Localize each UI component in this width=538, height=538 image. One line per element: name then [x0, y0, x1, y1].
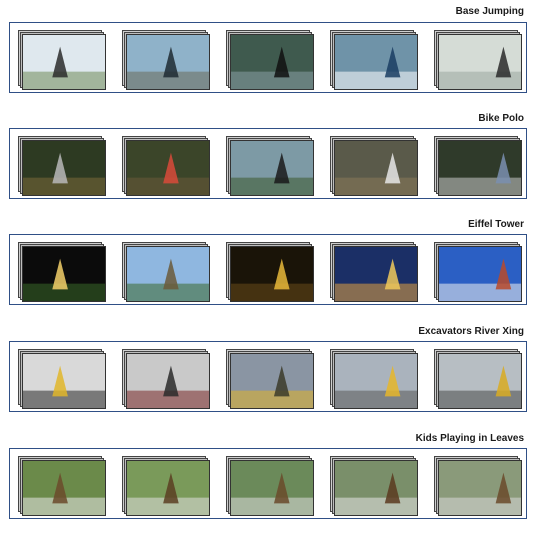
video-thumbnail[interactable] — [122, 30, 210, 90]
video-frame-image — [334, 353, 418, 409]
video-thumbnail[interactable] — [330, 136, 418, 196]
video-frame-image — [334, 34, 418, 90]
video-frame-image — [126, 246, 210, 302]
video-frame-image — [22, 353, 106, 409]
video-thumbnail[interactable] — [122, 349, 210, 409]
thumbnail-strip — [9, 22, 527, 93]
video-frame-image — [230, 140, 314, 196]
video-frame-image — [230, 353, 314, 409]
video-thumbnail[interactable] — [122, 242, 210, 302]
video-thumbnail[interactable] — [18, 30, 106, 90]
video-frame-image — [230, 460, 314, 516]
video-frame-image — [22, 34, 106, 90]
thumbnail-strip — [9, 234, 527, 305]
video-thumbnail[interactable] — [434, 242, 522, 302]
video-thumbnail[interactable] — [434, 456, 522, 516]
video-thumbnail[interactable] — [330, 30, 418, 90]
row-label: Eiffel Tower — [468, 219, 524, 230]
thumbnail-strip — [9, 128, 527, 199]
thumbnail-strip — [9, 341, 527, 412]
row-label: Kids Playing in Leaves — [415, 433, 524, 444]
row-label: Excavators River Xing — [418, 326, 524, 337]
video-frame-image — [438, 353, 522, 409]
video-frame-image — [22, 460, 106, 516]
video-frame-image — [334, 246, 418, 302]
video-frame-image — [230, 246, 314, 302]
video-thumbnail[interactable] — [122, 136, 210, 196]
video-thumbnail[interactable] — [226, 456, 314, 516]
video-thumbnail[interactable] — [226, 349, 314, 409]
video-thumbnail[interactable] — [330, 349, 418, 409]
video-thumbnail[interactable] — [18, 136, 106, 196]
video-frame-image — [22, 246, 106, 302]
video-frame-image — [334, 140, 418, 196]
row-label: Bike Polo — [478, 113, 524, 124]
video-frame-image — [438, 460, 522, 516]
video-thumbnail[interactable] — [18, 242, 106, 302]
video-thumbnail[interactable] — [226, 136, 314, 196]
video-frame-image — [126, 140, 210, 196]
video-frame-image — [438, 140, 522, 196]
video-frame-image — [230, 34, 314, 90]
thumbnail-strip — [9, 448, 527, 519]
video-frame-image — [22, 140, 106, 196]
video-thumbnail[interactable] — [226, 242, 314, 302]
video-thumbnail[interactable] — [122, 456, 210, 516]
video-frame-image — [438, 34, 522, 90]
video-frame-image — [126, 34, 210, 90]
video-frame-image — [438, 246, 522, 302]
row-label: Base Jumping — [455, 6, 524, 17]
video-frame-image — [334, 460, 418, 516]
video-thumbnail[interactable] — [226, 30, 314, 90]
video-thumbnail[interactable] — [330, 456, 418, 516]
video-thumbnail[interactable] — [330, 242, 418, 302]
video-thumbnail[interactable] — [18, 456, 106, 516]
video-thumbnail[interactable] — [18, 349, 106, 409]
video-frame-image — [126, 353, 210, 409]
video-thumbnail[interactable] — [434, 136, 522, 196]
video-frame-image — [126, 460, 210, 516]
video-thumbnail[interactable] — [434, 349, 522, 409]
video-thumbnail[interactable] — [434, 30, 522, 90]
